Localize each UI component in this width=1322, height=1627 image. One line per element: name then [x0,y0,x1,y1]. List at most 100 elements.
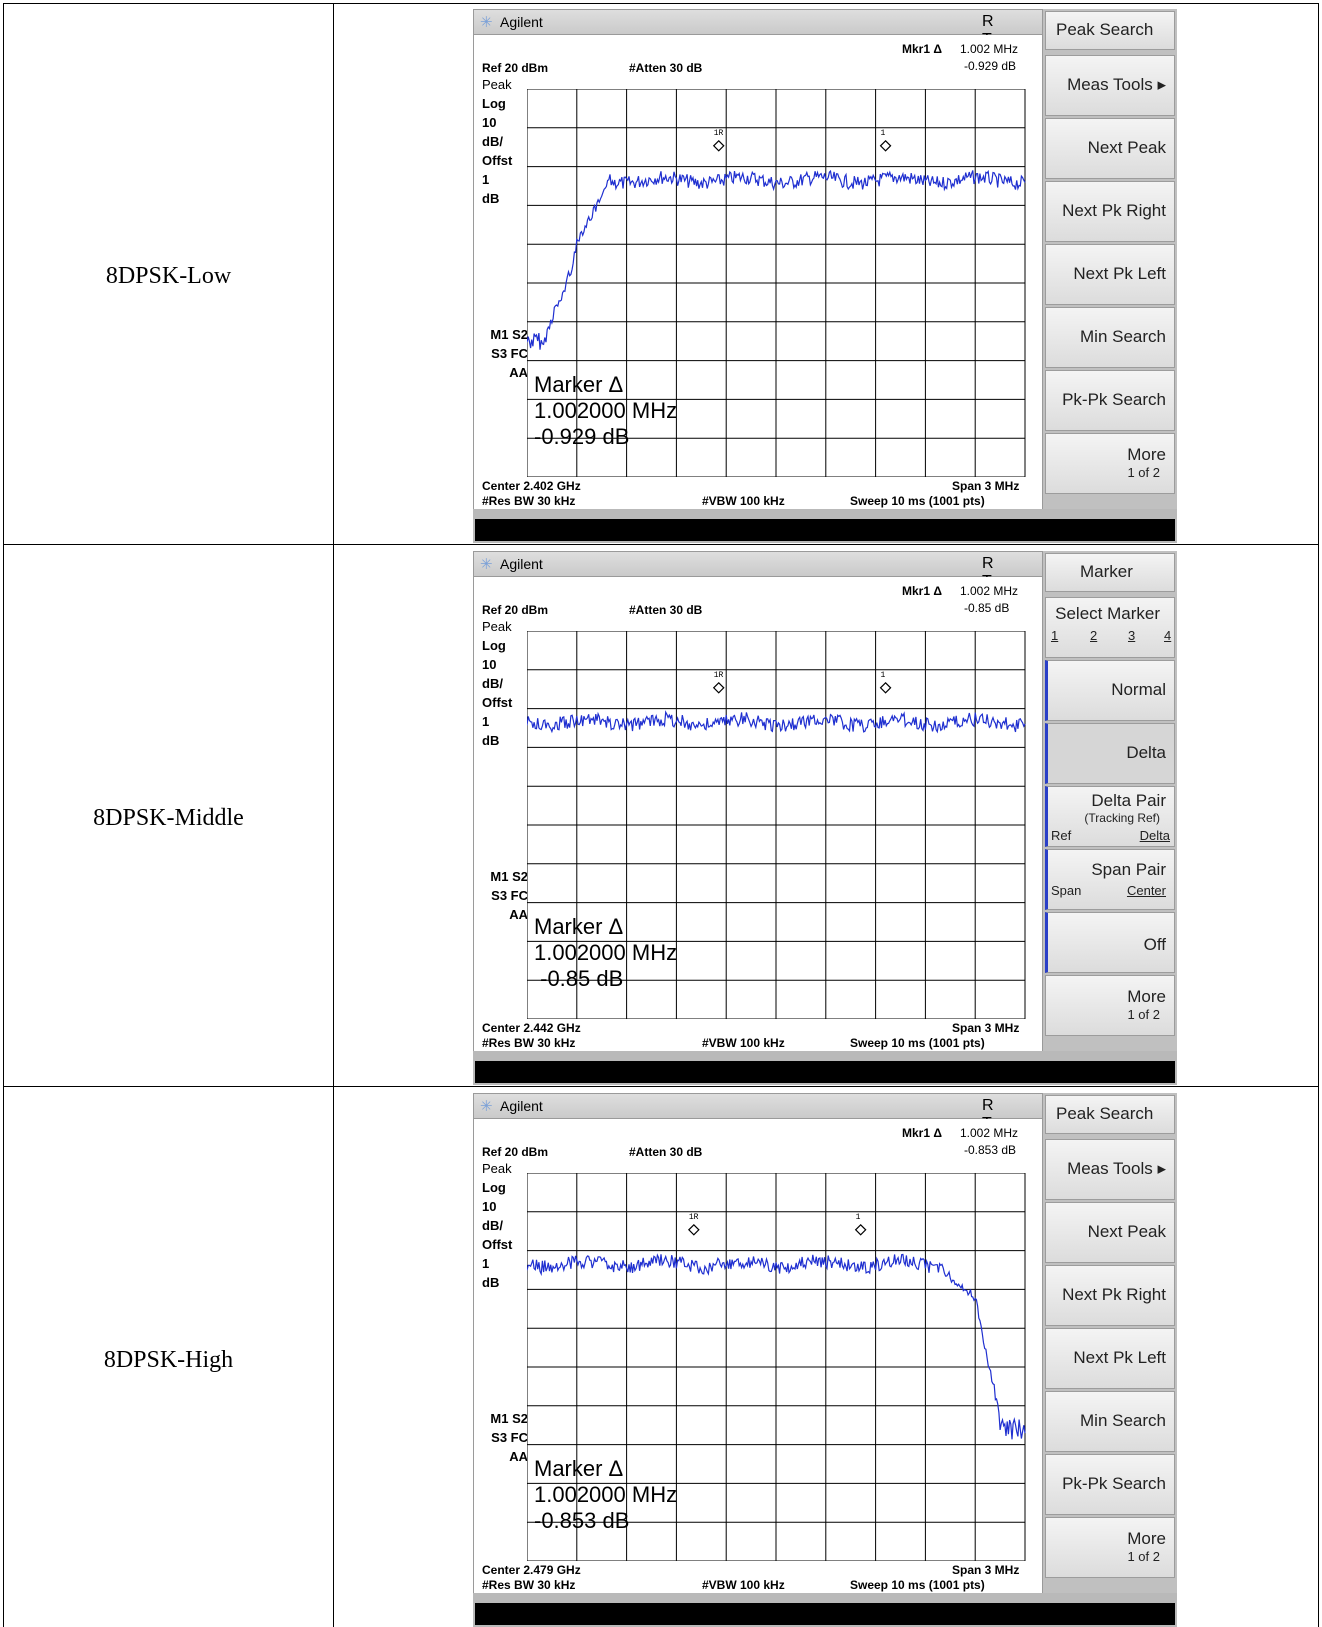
span-pair-key[interactable]: Span Pair Span Center [1045,849,1175,910]
off-key[interactable]: Off [1045,912,1175,973]
more-key[interactable]: More 1 of 2 [1045,433,1175,494]
agilent-logo-icon: ✳ [480,556,493,573]
marker-label: 1R [714,129,724,138]
video-bandwidth: #VBW 100 kHz [702,494,785,508]
spectrum-graticule: 1R 1 [527,1173,1026,1561]
span-option: Span [1051,883,1082,898]
pk-pk-search-key[interactable]: Pk-Pk Search [1045,370,1175,431]
next-peak-key[interactable]: Next Peak [1045,118,1175,179]
meas-tools-key[interactable]: Meas Tools ▸ [1045,1139,1175,1200]
flag-line: M1 S2 [490,327,528,342]
marker-diamond [879,681,892,694]
next-peak-key[interactable]: Next Peak [1045,1202,1175,1263]
marker-diamond [854,1223,867,1236]
marker-box-freq: 1.002000 MHz [534,398,678,423]
meas-tools-key[interactable]: Meas Tools ▸ [1045,55,1175,116]
marker-readout-freq: 1.002 MHz [960,42,1019,56]
status-bar [473,509,1177,543]
ref-level: Ref 20 dBm [482,1145,549,1159]
offset-unit: dB [482,1275,500,1290]
span: Span 3 MHz [952,1021,1020,1035]
flag-line: AA [509,365,528,380]
softkey-label: Peak Search [1056,1104,1154,1123]
title-bar: ✳ Agilent R T [473,9,1043,48]
agilent-logo-icon: ✳ [480,14,493,31]
softkey-label: Min Search [1080,327,1166,346]
detector-label: Peak [482,77,512,92]
status-bar [473,1051,1177,1085]
pk-pk-search-key[interactable]: Pk-Pk Search [1045,1454,1175,1515]
span: Span 3 MHz [952,479,1020,493]
flag-line: AA [509,907,528,922]
marker-number-1[interactable]: 1 [1051,628,1059,643]
marker-readout-level: -0.85 dB [964,601,1010,615]
scale-type: Log [482,96,506,111]
video-bandwidth: #VBW 100 kHz [702,1036,785,1050]
spectrum-trace [527,169,1026,350]
next-pk-right-key[interactable]: Next Pk Right [1045,181,1175,242]
row-label-low: 8DPSK-Low [105,263,232,289]
status-bar-fill [475,1061,1175,1083]
spectrum-screenshot-low: ✳ Agilent R T Mkr1 Δ 1.002 MHz -0.929 dB… [473,9,1177,543]
more-key[interactable]: More 1 of 2 [1045,975,1175,1036]
softkey-panel: Marker Select Marker 1 2 3 4 Normal Delt… [1043,551,1177,1051]
graticule-grid [527,631,1026,1019]
marker-diamond [712,139,725,152]
next-pk-right-key[interactable]: Next Pk Right [1045,1265,1175,1326]
marker-number-2[interactable]: 2 [1090,628,1098,643]
sweep-time: Sweep 10 ms (1001 pts) [850,1578,985,1592]
status-flags: M1 S2 S3 FC AA [482,1409,528,1466]
scale-info: Peak Log 10 dB/ Offst 1 dB [482,75,512,208]
ref-level: Ref 20 dBm [482,61,549,75]
status-flags: M1 S2 S3 FC AA [482,867,528,924]
center-frequency: Center 2.442 GHz [482,1021,581,1035]
marker-number-3[interactable]: 3 [1128,628,1136,643]
marker-diamond [879,139,892,152]
scale-unit: dB/ [482,1218,503,1233]
marker-menu-title[interactable]: Marker [1045,553,1175,592]
resolution-bandwidth: #Res BW 30 kHz [482,494,576,508]
peak-search-key[interactable]: Peak Search [1045,11,1175,50]
marker-box-title: Marker Δ [534,914,624,939]
offset-unit: dB [482,191,500,206]
offset-label: Offst [482,153,513,168]
normal-key[interactable]: Normal [1045,660,1175,721]
softkey-panel: Peak Search Meas Tools ▸ Next Peak Next … [1043,1093,1177,1593]
analyzer-screen: Mkr1 Δ 1.002 MHz -0.853 dB Ref 20 dBm #A… [473,1119,1043,1593]
delta-pair-key[interactable]: Delta Pair (Tracking Ref) Ref Delta [1045,786,1175,847]
delta-key[interactable]: Delta [1045,723,1175,784]
attenuation: #Atten 30 dB [629,603,703,617]
title-bar: ✳ Agilent R T [473,551,1043,590]
attenuation: #Atten 30 dB [629,1145,703,1159]
softkey-label: Select Marker [1055,604,1160,623]
marker-box-level: -0.929 dB [534,424,630,449]
marker-box-freq: 1.002000 MHz [534,1482,678,1507]
marker-readout-label: Mkr1 Δ [902,584,942,598]
marker-number-4[interactable]: 4 [1164,628,1172,643]
softkey-label: Normal [1111,680,1166,699]
spectrum-screenshot-middle: ✳ Agilent R T Mkr1 Δ 1.002 MHz -0.85 dB … [473,551,1177,1085]
offset-value: 1 [482,1256,490,1271]
detector-label: Peak [482,619,512,634]
peak-search-key[interactable]: Peak Search [1045,1095,1175,1134]
marker-label: 1 [856,1213,861,1222]
analyzer-screen: Mkr1 Δ 1.002 MHz -0.85 dB Ref 20 dBm #At… [473,577,1043,1051]
spectrum-plot: 1R 1 [527,89,1037,477]
marker-label: 1 [881,129,886,138]
softkey-sublabel: 1 of 2 [1127,1549,1160,1564]
marker-box-level: -0.85 dB [534,966,624,991]
next-pk-left-key[interactable]: Next Pk Left [1045,244,1175,305]
softkey-label: Next Pk Right [1062,201,1166,220]
more-key[interactable]: More 1 of 2 [1045,1517,1175,1578]
min-search-key[interactable]: Min Search [1045,307,1175,368]
flag-line: S3 FC [491,888,528,903]
min-search-key[interactable]: Min Search [1045,1391,1175,1452]
next-pk-left-key[interactable]: Next Pk Left [1045,1328,1175,1389]
marker-readout-level: -0.853 dB [964,1143,1017,1157]
brand-label: Agilent [500,1098,543,1114]
select-marker-key[interactable]: Select Marker 1 2 3 4 [1045,597,1175,658]
marker-box-freq: 1.002000 MHz [534,940,678,965]
softkey-label: More [1127,1529,1166,1548]
softkey-label: Marker [1080,562,1133,581]
softkey-label: Next Pk Left [1073,264,1166,283]
